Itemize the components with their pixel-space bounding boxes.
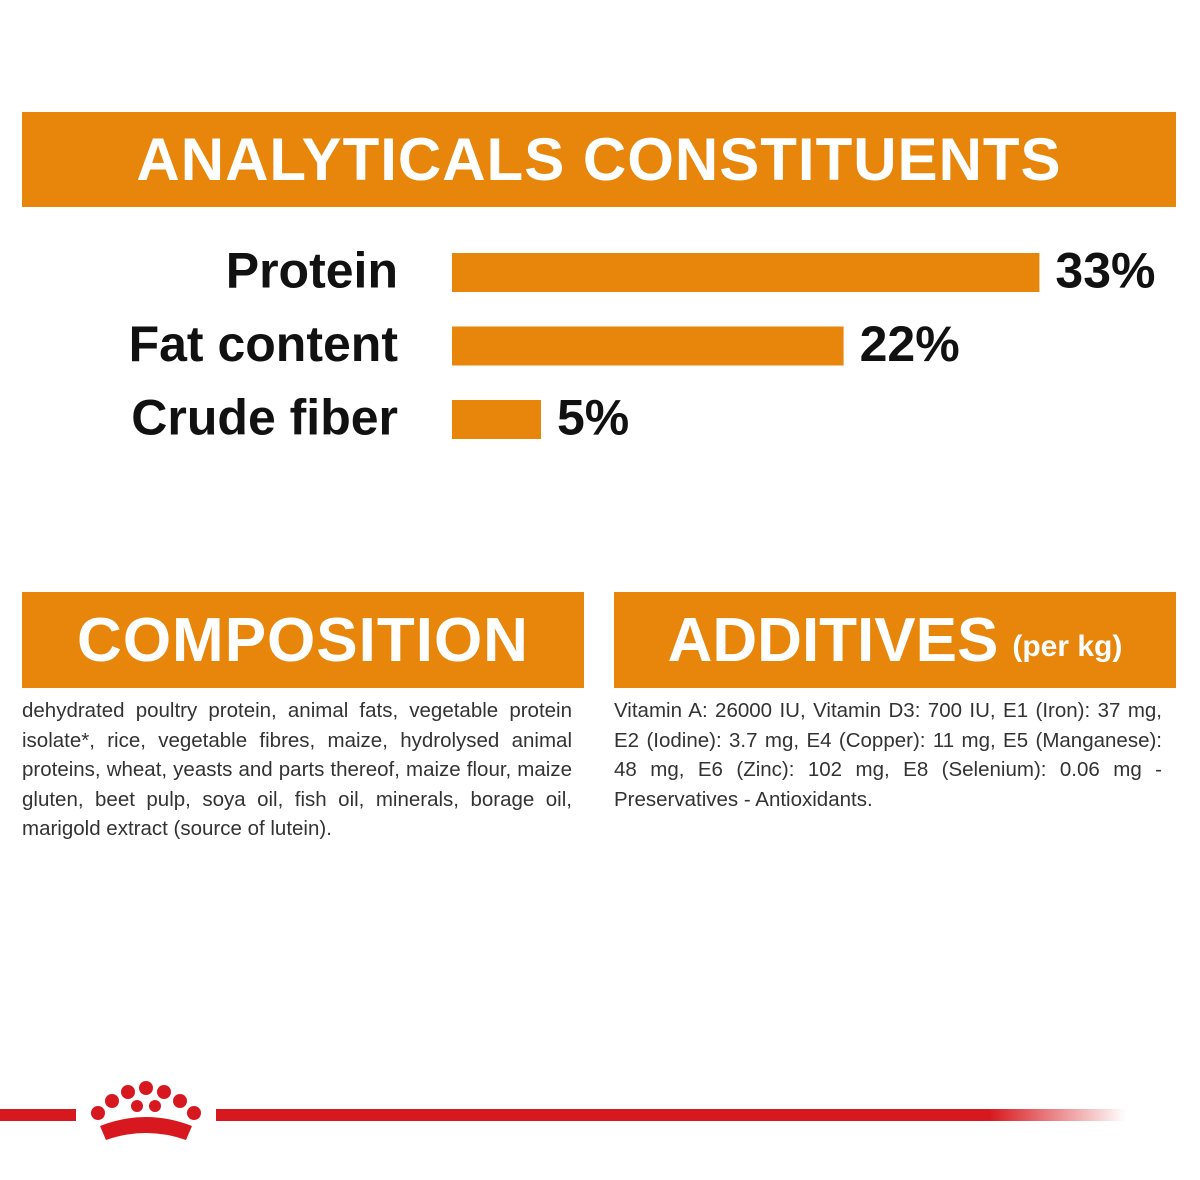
chart-title: ANALYTICALS CONSTITUENTS [22,112,1176,207]
additives-header: ADDITIVES (per kg) [614,592,1176,688]
bar [452,253,1040,292]
composition-text: dehydrated poultry protein, animal fats,… [22,699,572,841]
bar [452,400,541,439]
category-label: Crude fiber [131,390,398,446]
chart: Protein 33% Fat content 22% Crude fiber 5% [129,243,1156,446]
value-label: 22% [860,316,960,372]
bar [452,326,844,366]
additives-text: Vitamin A: 26000 IU, Vitamin D3: 700 IU,… [614,699,1162,811]
footer-line [0,1109,76,1121]
footer-line [216,1109,1126,1121]
logo [91,1081,201,1140]
category-label: Fat content [129,316,399,372]
category-label: Protein [226,243,398,299]
value-label: 5% [557,390,629,446]
value-label: 33% [1055,243,1155,299]
additives-subtitle: (per kg) [1012,630,1123,663]
additives-title: ADDITIVES [667,605,999,675]
composition-title: COMPOSITION [22,592,584,688]
